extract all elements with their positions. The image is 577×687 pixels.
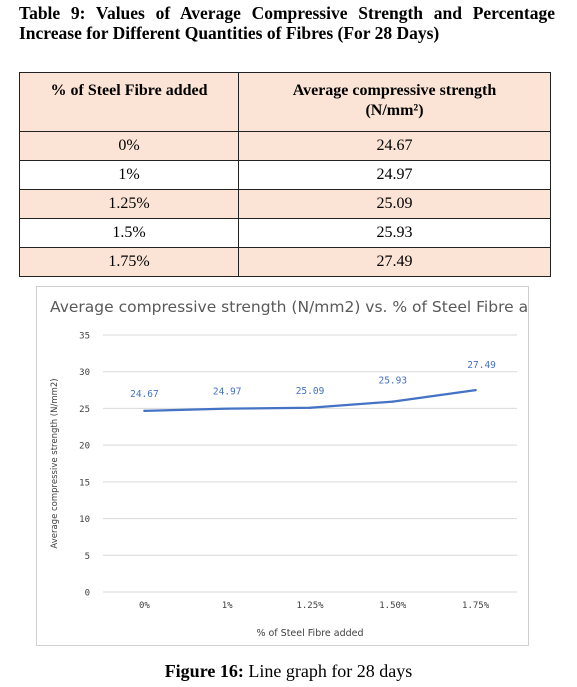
compressive-strength-table: % of Steel Fibre added Average compressi…	[19, 72, 551, 277]
fibre-cell: 1.25%	[19, 189, 239, 219]
x-tick-label: 1.25%	[296, 601, 324, 611]
figure-label: Figure 16:	[164, 661, 244, 681]
chart-title: Average compressive strength (N/mm2) vs.…	[50, 298, 528, 316]
data-label: 24.67	[130, 389, 159, 400]
strength-cell: 25.93	[238, 218, 551, 248]
x-tick-label: 1.50%	[379, 601, 407, 611]
figure-text: Line graph for 28 days	[248, 661, 413, 681]
table-header-row: % of Steel Fibre added Average compressi…	[19, 72, 551, 132]
x-tick-label: 0%	[139, 601, 150, 611]
y-tick-label: 25	[79, 405, 90, 415]
data-point	[143, 409, 146, 413]
header-steel-fibre: % of Steel Fibre added	[19, 72, 239, 132]
table-row: 1.75% 27.49	[19, 247, 551, 277]
data-label: 24.97	[213, 387, 242, 398]
y-tick-label: 30	[79, 368, 90, 378]
header-compressive-strength: Average compressive strength (N/mm²)	[238, 72, 551, 132]
figure-caption: Figure 16: Line graph for 28 days	[0, 661, 577, 682]
data-point	[226, 407, 229, 410]
line-chart: Average compressive strength (N/mm2) vs.…	[36, 286, 529, 646]
table-caption: Table 9: Values of Average Compressive S…	[19, 3, 555, 43]
y-tick-label: 15	[79, 478, 90, 488]
table-row: 0% 24.67	[19, 131, 551, 161]
data-point	[308, 406, 312, 409]
line-chart-svg: Average compressive strength (N/mm2) vs.…	[50, 298, 528, 639]
y-tick-label: 10	[79, 515, 90, 525]
strength-cell: 27.49	[238, 247, 551, 277]
x-axis-label: % of Steel Fibre added	[256, 628, 363, 639]
strength-cell: 24.67	[238, 131, 551, 161]
header-compressive-strength-label: Average compressive strength	[292, 82, 497, 99]
y-tick-label: 20	[79, 442, 90, 452]
table-row: 1.5% 25.93	[19, 218, 551, 248]
fibre-cell: 0%	[19, 131, 239, 161]
table-row: 1.25% 25.09	[19, 189, 551, 219]
fibre-cell: 1.5%	[19, 218, 239, 248]
y-axis-label: Average compressive strength (N/mm2)	[50, 378, 60, 548]
table-row: 1% 24.97	[19, 160, 551, 190]
x-tick-label: 1.75%	[462, 601, 490, 611]
fibre-cell: 1.75%	[19, 247, 239, 277]
data-label: 25.93	[378, 376, 407, 387]
header-unit: (N/mm²)	[365, 102, 424, 119]
strength-cell: 24.97	[238, 160, 551, 190]
data-label: 25.09	[296, 386, 325, 397]
data-label: 27.49	[467, 360, 496, 371]
y-tick-label: 0	[85, 589, 90, 599]
y-tick-label: 5	[85, 552, 90, 562]
data-point	[391, 400, 394, 403]
data-point	[474, 388, 477, 392]
y-tick-label: 35	[79, 332, 90, 342]
fibre-cell: 1%	[19, 160, 239, 190]
strength-cell: 25.09	[238, 189, 551, 219]
x-tick-label: 1%	[222, 601, 233, 611]
